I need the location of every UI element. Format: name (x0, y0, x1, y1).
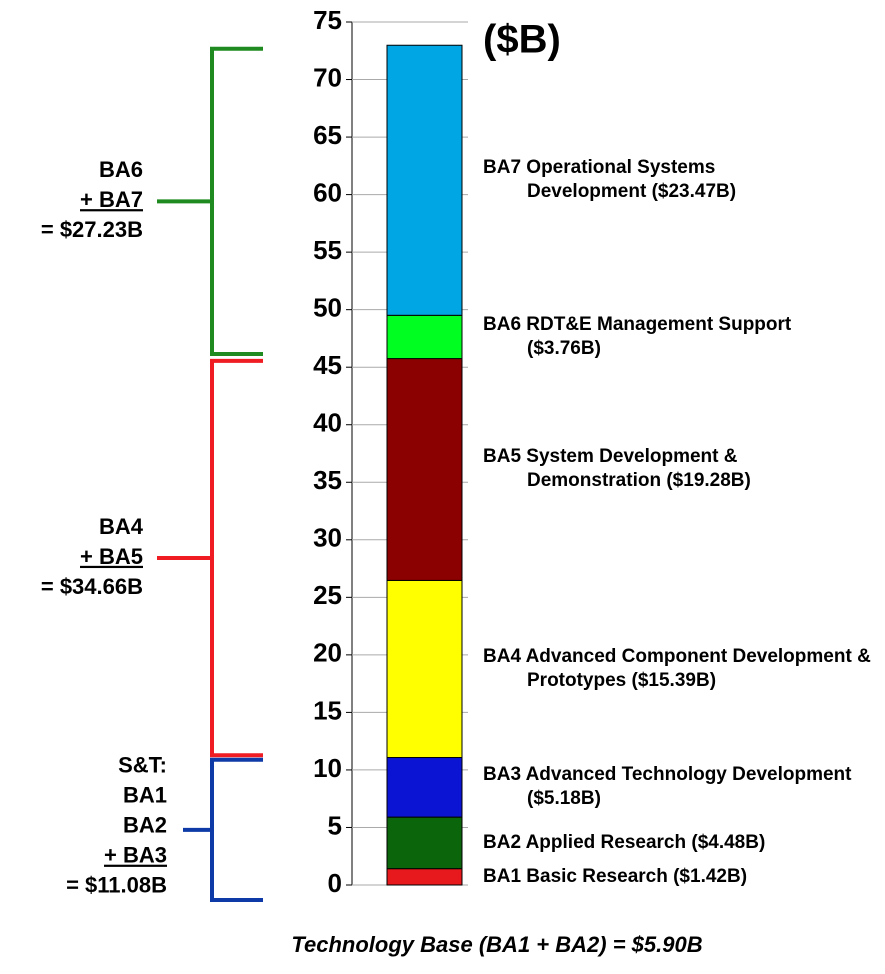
y-tick-label: 5 (328, 810, 342, 840)
y-tick-label: 25 (313, 580, 342, 610)
y-tick-label: 65 (313, 120, 342, 150)
y-tick-label: 70 (313, 62, 342, 92)
segment-name: BA6 RDT&E Management Support (483, 313, 792, 335)
bar-segment (386, 579, 463, 759)
segment-label: BA3 Advanced Technology Development ($5.… (483, 763, 853, 811)
segment-name: BA7 Operational Systems Development (483, 157, 716, 203)
bracket-label: S&T: (118, 753, 167, 778)
bracket-label: = $27.23B (41, 217, 143, 242)
bracket-label: + BA7 (80, 187, 143, 212)
x-axis-label: Technology Base (BA1 + BA2) = $5.90B (291, 932, 702, 957)
chart-title: ($B) (483, 18, 561, 62)
y-tick-label: 40 (313, 408, 342, 438)
segment-name: BA4 Advanced Component Development & Pro… (483, 645, 871, 691)
y-tick-label: 20 (313, 638, 342, 668)
bracket (157, 46, 263, 356)
y-tick-label: 55 (313, 235, 342, 265)
segment-value-label: ($1.42B) (673, 865, 748, 887)
y-tick-label: 15 (313, 695, 342, 725)
bracket-label: = $11.08B (66, 873, 167, 898)
bracket-label: + BA5 (80, 544, 143, 569)
y-tick-label: 75 (313, 5, 342, 35)
y-tick-label: 35 (313, 465, 342, 495)
segment-value-label: ($4.48B) (691, 831, 766, 853)
segment-value-label: ($15.39B) (631, 669, 717, 691)
y-tick-label: 50 (313, 293, 342, 323)
segment-label: BA6 RDT&E Management Support ($3.76B) (483, 313, 823, 361)
segment-label: BA4 Advanced Component Development & Pro… (483, 645, 873, 693)
bar-segment (386, 757, 463, 818)
bracket (183, 757, 263, 902)
y-tick-label: 10 (313, 753, 342, 783)
bracket-label: BA6 (99, 157, 143, 182)
segment-label: BA7 Operational Systems Development ($23… (483, 156, 823, 204)
y-tick-label: 60 (313, 177, 342, 207)
segment-name: BA1 Basic Research (483, 865, 668, 887)
y-tick-label: 0 (328, 868, 342, 898)
segment-value-label: ($23.47B) (651, 181, 737, 203)
bar-segment (386, 816, 463, 870)
segment-label: BA5 System Development & Demonstration (… (483, 445, 853, 493)
bracket-label: BA1 (123, 783, 167, 808)
segment-label: BA1 Basic Research ($1.42B) (483, 865, 883, 889)
y-tick-label: 45 (313, 350, 342, 380)
bracket-label: + BA3 (104, 843, 167, 868)
bracket-label: BA4 (99, 514, 144, 539)
y-tick-label: 30 (313, 523, 342, 553)
bracket-label: BA2 (123, 813, 167, 838)
segment-value-label: ($5.18B) (527, 788, 601, 810)
segment-name: BA3 Advanced Technology Development (483, 764, 852, 786)
segment-name: BA5 System Development & Demonstration (483, 446, 738, 492)
bar-segment (386, 314, 463, 360)
bar-segment (386, 44, 463, 316)
bar-segment (386, 358, 463, 581)
bracket (157, 358, 263, 758)
segment-value-label: ($3.76B) (527, 337, 601, 359)
segment-label: BA2 Applied Research ($4.48B) (483, 831, 883, 855)
bar-segment (386, 868, 463, 886)
segment-value-label: ($19.28B) (666, 470, 751, 492)
bracket-label: = $34.66B (41, 574, 143, 599)
segment-name: BA2 Applied Research (483, 831, 687, 853)
